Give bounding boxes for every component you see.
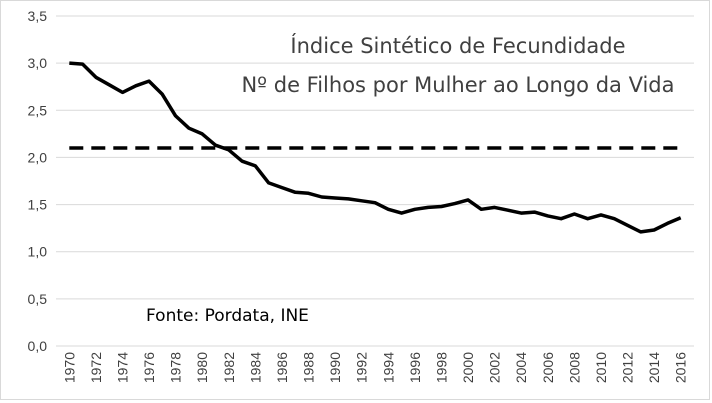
source-note: Fonte: Pordata, INE <box>146 306 309 326</box>
x-tick-label: 1976 <box>141 352 157 383</box>
y-tick-label: 1,5 <box>28 197 48 213</box>
x-tick-label: 2014 <box>646 352 662 383</box>
y-tick-label: 2,0 <box>28 149 48 165</box>
x-tick-label: 1994 <box>380 352 396 383</box>
x-tick-label: 1984 <box>247 352 263 383</box>
x-tick-label: 2004 <box>513 352 529 383</box>
x-tick-label: 2002 <box>487 352 503 383</box>
x-tick-label: 1990 <box>327 352 343 383</box>
fertility-rate-line <box>69 61 682 234</box>
chart-subtitle: Nº de Filhos por Mulher ao Longo da Vida <box>241 73 674 97</box>
x-tick-label: 1972 <box>88 352 104 383</box>
x-tick-label: 1980 <box>194 352 210 383</box>
x-tick-label: 1974 <box>114 352 130 383</box>
x-tick-label: 1992 <box>354 352 370 383</box>
y-tick-label: 3,5 <box>28 8 48 24</box>
x-tick-label: 1988 <box>301 352 317 383</box>
gridlines <box>56 15 694 347</box>
x-tick-label: 2012 <box>620 352 636 383</box>
series-group <box>69 61 682 234</box>
x-tick-label: 1970 <box>61 352 77 383</box>
y-axis-ticks: 0,0 0,5 1,0 1,5 2,0 2,5 3,0 3,5 <box>28 8 48 354</box>
y-tick-label: 0,5 <box>28 291 48 307</box>
chart-title: Índice Sintético de Fecundidade <box>290 33 625 58</box>
x-tick-label: 2016 <box>673 352 689 383</box>
y-tick-label: 3,0 <box>28 55 48 71</box>
x-tick-label: 2000 <box>460 352 476 383</box>
y-tick-label: 0,0 <box>28 338 48 354</box>
y-tick-label: 2,5 <box>28 102 48 118</box>
x-tick-label: 1986 <box>274 352 290 383</box>
x-tick-label: 2008 <box>566 352 582 383</box>
x-axis-ticks: 1970 1972 1974 1976 1978 1980 1982 1984 1986 1988… <box>61 352 688 383</box>
x-tick-label: 1996 <box>407 352 423 383</box>
x-tick-label: 2006 <box>540 352 556 383</box>
x-tick-label: 1998 <box>433 352 449 383</box>
y-tick-label: 1,0 <box>28 244 48 260</box>
x-tick-label: 1982 <box>221 352 237 383</box>
x-tick-label: 1978 <box>168 352 184 383</box>
x-tick-label: 2010 <box>593 352 609 383</box>
